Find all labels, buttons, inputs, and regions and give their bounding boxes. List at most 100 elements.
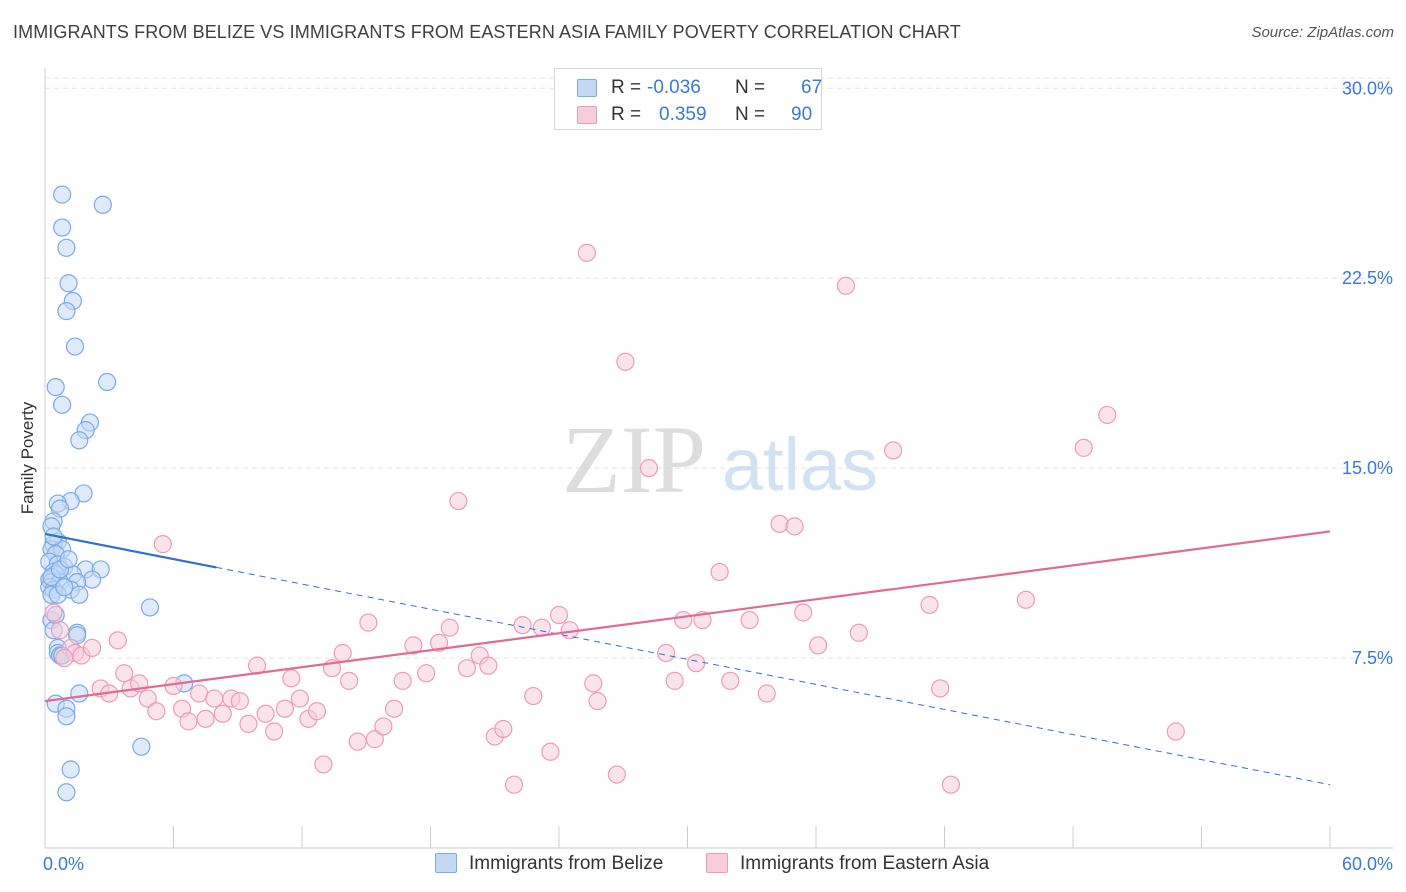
data-point (57, 707, 76, 726)
data-point (384, 699, 404, 718)
chart-title: IMMIGRANTS FROM BELIZE VS IMMIGRANTS FRO… (13, 22, 961, 42)
data-point (849, 623, 868, 642)
data-point (179, 712, 198, 731)
data-point (770, 514, 789, 533)
data-point (809, 636, 828, 655)
data-point (59, 274, 78, 293)
data-point (836, 276, 856, 295)
data-point (494, 719, 513, 739)
data-point (584, 674, 603, 693)
data-point (440, 618, 459, 637)
data-point (55, 648, 74, 668)
data-point (265, 722, 284, 741)
data-point (656, 643, 676, 663)
data-point (205, 689, 224, 708)
data-point (44, 603, 63, 622)
data-points (40, 185, 1185, 802)
data-point (348, 732, 367, 751)
data-point (213, 704, 232, 723)
data-point (931, 679, 950, 698)
n-value: 90 (791, 104, 813, 125)
data-point (98, 372, 117, 392)
data-point (794, 603, 813, 622)
data-point (314, 755, 333, 774)
x-tick-label-max: 60.0% (1342, 854, 1393, 874)
data-point (93, 195, 112, 214)
data-point (883, 441, 903, 460)
data-point (53, 185, 72, 204)
data-point (616, 352, 635, 371)
data-point (504, 775, 524, 794)
y-tick-label: 22.5% (1342, 268, 1393, 288)
r-label: R = (611, 104, 642, 125)
data-point (941, 775, 961, 794)
data-point (588, 692, 607, 711)
data-point (53, 218, 72, 237)
series-eastern-asia (44, 243, 1185, 794)
eastern-asia-legend-label: Immigrants from Eastern Asia (740, 853, 990, 874)
data-point (239, 714, 258, 734)
watermark-atlas: atlas (722, 423, 878, 506)
data-point (1074, 438, 1093, 457)
data-point (256, 704, 275, 723)
r-value: 0.359 (659, 104, 707, 125)
belize-legend-swatch (435, 853, 457, 873)
eastern-asia-swatch (577, 106, 597, 124)
data-point (108, 631, 127, 650)
x-tick-label-min: 0.0% (43, 854, 84, 874)
data-point (275, 699, 294, 718)
belize-legend-label: Immigrants from Belize (469, 853, 664, 874)
eastern-asia-legend-swatch (706, 853, 728, 873)
data-point (340, 671, 359, 690)
data-point (665, 671, 684, 690)
trend-line-belize-solid (44, 532, 217, 569)
data-point (53, 395, 72, 414)
data-point (282, 669, 301, 688)
data-point (740, 610, 759, 630)
data-point (686, 654, 706, 673)
n-label: N = (735, 77, 766, 98)
data-point (57, 238, 76, 257)
data-point (65, 337, 85, 356)
data-point (721, 671, 740, 690)
data-point (1166, 722, 1185, 741)
data-point (57, 783, 76, 802)
data-point (333, 643, 352, 663)
data-point (374, 717, 393, 736)
data-point (230, 692, 249, 711)
data-point (785, 517, 804, 536)
data-point (607, 765, 626, 784)
trend-line-eastern-asia (44, 530, 1331, 703)
y-tick-label: 15.0% (1342, 458, 1393, 478)
data-point (674, 610, 693, 630)
belize-swatch (577, 79, 597, 97)
data-point (429, 633, 449, 652)
data-point (140, 598, 160, 617)
data-point (61, 760, 80, 779)
trend-line-belize-dashed (216, 566, 1331, 786)
series-belize (40, 185, 194, 802)
data-point (307, 702, 327, 721)
y-tick-label: 30.0% (1342, 78, 1393, 98)
data-point (359, 613, 378, 632)
data-point (524, 686, 543, 706)
y-axis-title: Family Poverty (18, 401, 37, 515)
data-point (1098, 405, 1117, 425)
data-point (147, 702, 166, 721)
data-point (639, 459, 659, 478)
axes (44, 68, 1393, 849)
data-point (404, 636, 423, 655)
watermark-zip: ZIP (562, 406, 706, 513)
data-point (83, 570, 102, 589)
data-point (757, 684, 776, 703)
data-point (457, 659, 477, 678)
data-point (83, 638, 102, 658)
source-label: Source: ZipAtlas.com (1251, 24, 1394, 41)
r-label: R = (611, 77, 642, 98)
data-point (449, 491, 468, 511)
data-point (393, 671, 412, 690)
tick-labels: 7.5% 15.0% 22.5% 30.0% 0.0% 60.0% (43, 78, 1393, 874)
data-point (577, 243, 596, 262)
data-point (541, 742, 560, 761)
